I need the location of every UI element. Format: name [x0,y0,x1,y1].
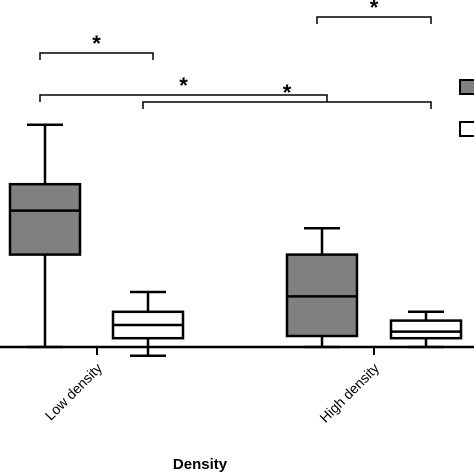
significance-star: * [370,0,379,20]
bracket-line [39,94,328,102]
x-tick-label: Low density [42,360,106,424]
box-1-series-1 [8,123,82,349]
x-ticks: Low density High density [42,347,382,426]
bracket-line [316,16,432,24]
box-1-series-2 [111,290,185,358]
bracket-line [142,101,432,109]
significance-star: * [92,31,101,56]
x-axis-title: Density [173,456,228,473]
significance-star: * [179,73,188,98]
significance-bracket: * [316,0,432,24]
significance-bracket: * [39,31,154,60]
bracket-line [39,52,154,60]
significance-bracket: * [39,73,328,102]
significance-bracket: * [142,80,432,109]
significance-star: * [283,80,292,105]
legend-swatch [459,121,474,137]
box-2-series-2 [389,310,463,349]
plot-area: * * * * [8,0,463,358]
x-tick-label: High density [316,360,382,426]
box-body [8,182,82,256]
box-2-series-1 [285,226,359,349]
box-body [389,319,463,340]
legend [459,79,474,137]
legend-swatch [459,79,474,95]
